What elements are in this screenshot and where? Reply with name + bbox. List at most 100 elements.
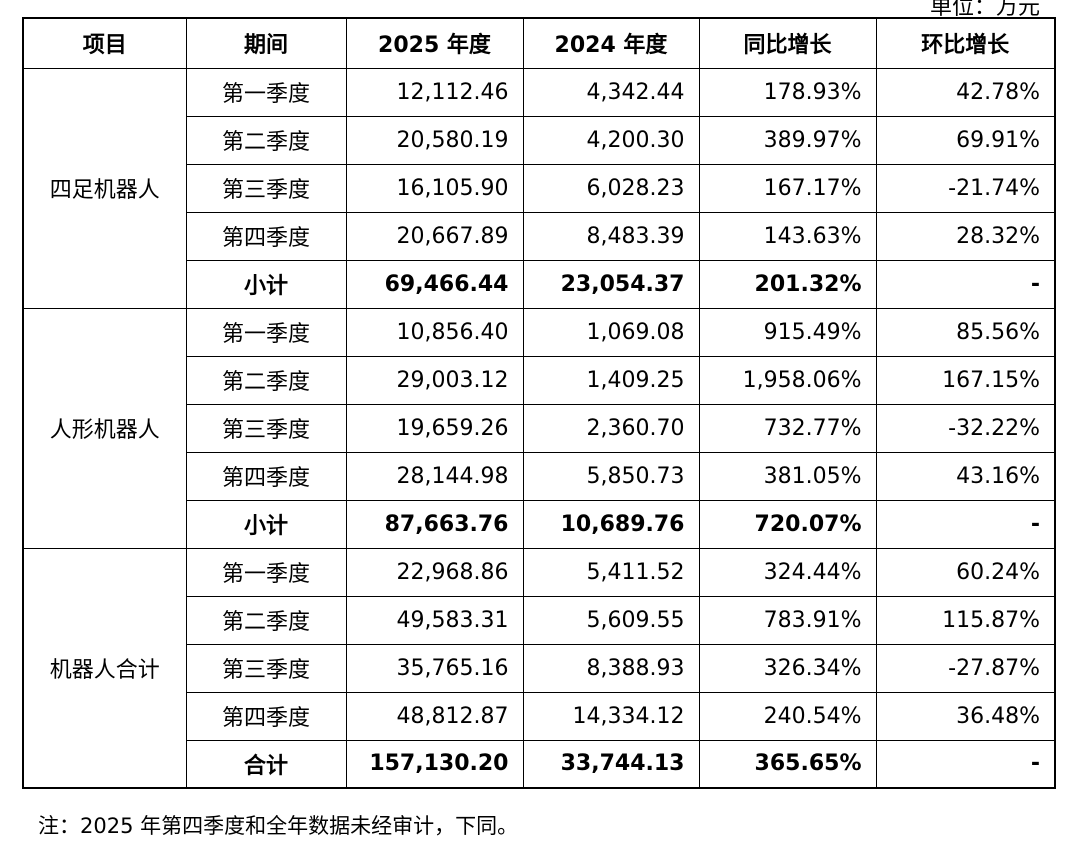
period-cell: 第三季度 [185, 403, 347, 453]
period-cell: 第四季度 [185, 211, 347, 261]
table-row: 第三季度 19,659.26 2,360.70 732.77% -32.22% [23, 403, 1056, 453]
value-cell: 5,411.52 [522, 547, 700, 597]
value-cell: 389.97% [698, 115, 877, 165]
period-cell: 第一季度 [185, 307, 347, 357]
footnote: 注：2025 年第四季度和全年数据未经审计，下同。 [38, 814, 519, 838]
value-cell: 167.15% [875, 355, 1056, 405]
period-cell: 第四季度 [185, 451, 347, 501]
value-cell: 48,812.87 [345, 691, 524, 741]
table-row: 第三季度 16,105.90 6,028.23 167.17% -21.74% [23, 163, 1056, 213]
header-cell: 同比增长 [698, 17, 877, 69]
table-row: 小计 87,663.76 10,689.76 720.07% - [23, 499, 1056, 549]
value-cell: 10,856.40 [345, 307, 524, 357]
header-cell: 项目 [22, 17, 187, 69]
value-cell: 732.77% [698, 403, 877, 453]
group-cell: 人形机器人 [22, 307, 187, 549]
value-cell: 87,663.76 [345, 499, 524, 549]
value-cell: 85.56% [875, 307, 1056, 357]
value-cell: - [875, 259, 1056, 309]
value-cell: 201.32% [698, 259, 877, 309]
value-cell: 167.17% [698, 163, 877, 213]
value-cell: 4,342.44 [522, 67, 700, 117]
group-cell: 机器人合计 [22, 547, 187, 789]
value-cell: 49,583.31 [345, 595, 524, 645]
value-cell: 28,144.98 [345, 451, 524, 501]
period-cell: 合计 [185, 739, 347, 789]
value-cell: -27.87% [875, 643, 1056, 693]
value-cell: 69.91% [875, 115, 1056, 165]
period-cell: 第二季度 [185, 355, 347, 405]
value-cell: 143.63% [698, 211, 877, 261]
value-cell: 1,069.08 [522, 307, 700, 357]
header-cell: 期间 [185, 17, 347, 69]
period-cell: 小计 [185, 499, 347, 549]
value-cell: 8,483.39 [522, 211, 700, 261]
value-cell: 43.16% [875, 451, 1056, 501]
value-cell: 115.87% [875, 595, 1056, 645]
value-cell: 23,054.37 [522, 259, 700, 309]
header-cell: 2024 年度 [522, 17, 700, 69]
value-cell: 157,130.20 [345, 739, 524, 789]
group-cell: 四足机器人 [22, 67, 187, 309]
value-cell: 8,388.93 [522, 643, 700, 693]
value-cell: 35,765.16 [345, 643, 524, 693]
period-cell: 小计 [185, 259, 347, 309]
value-cell: 240.54% [698, 691, 877, 741]
value-cell: 28.32% [875, 211, 1056, 261]
table-row: 第二季度 49,583.31 5,609.55 783.91% 115.87% [23, 595, 1056, 645]
period-cell: 第一季度 [185, 67, 347, 117]
value-cell: 16,105.90 [345, 163, 524, 213]
value-cell: 178.93% [698, 67, 877, 117]
value-cell: 29,003.12 [345, 355, 524, 405]
header-cell: 2025 年度 [345, 17, 524, 69]
period-cell: 第四季度 [185, 691, 347, 741]
value-cell: 5,609.55 [522, 595, 700, 645]
value-cell: 60.24% [875, 547, 1056, 597]
value-cell: - [875, 739, 1056, 789]
value-cell: 22,968.86 [345, 547, 524, 597]
value-cell: 6,028.23 [522, 163, 700, 213]
value-cell: 69,466.44 [345, 259, 524, 309]
table-row: 小计 69,466.44 23,054.37 201.32% - [23, 259, 1056, 309]
value-cell: 20,667.89 [345, 211, 524, 261]
value-cell: 324.44% [698, 547, 877, 597]
value-cell: 14,334.12 [522, 691, 700, 741]
value-cell: 1,958.06% [698, 355, 877, 405]
value-cell: - [875, 499, 1056, 549]
table-row: 第四季度 48,812.87 14,334.12 240.54% 36.48% [23, 691, 1056, 741]
value-cell: -21.74% [875, 163, 1056, 213]
period-cell: 第三季度 [185, 643, 347, 693]
table-row: 第二季度 29,003.12 1,409.25 1,958.06% 167.15% [23, 355, 1056, 405]
table-row: 人形机器人 第一季度 10,856.40 1,069.08 915.49% 85.56% [22, 307, 1056, 549]
value-cell: 783.91% [698, 595, 877, 645]
value-cell: 4,200.30 [522, 115, 700, 165]
data-table: 项目 期间 2025 年度 2024 年度 同比增长 环比增长 四足机器人 第一季度 12,1… [22, 17, 1056, 789]
header-cell: 环比增长 [875, 17, 1056, 69]
value-cell: 381.05% [698, 451, 877, 501]
value-cell: 20,580.19 [345, 115, 524, 165]
value-cell: 5,850.73 [522, 451, 700, 501]
table-row: 第三季度 35,765.16 8,388.93 326.34% -27.87% [23, 643, 1056, 693]
table-row: 第四季度 20,667.89 8,483.39 143.63% 28.32% [23, 211, 1056, 261]
unit-label: 单位：万元 [929, 0, 1040, 20]
header-row: 项目 期间 2025 年度 2024 年度 同比增长 环比增长 [22, 17, 1056, 69]
value-cell: 33,744.13 [522, 739, 700, 789]
value-cell: 1,409.25 [522, 355, 700, 405]
table-row: 机器人合计 第一季度 22,968.86 5,411.52 324.44% 60.24% [22, 547, 1056, 789]
value-cell: 36.48% [875, 691, 1056, 741]
period-cell: 第二季度 [185, 115, 347, 165]
period-cell: 第一季度 [185, 547, 347, 597]
table-body: 四足机器人 第一季度 12,112.46 4,342.44 178.93% 42.78% 第… [22, 67, 1056, 789]
value-cell: 915.49% [698, 307, 877, 357]
table-row: 四足机器人 第一季度 12,112.46 4,342.44 178.93% 42.78% [22, 67, 1056, 309]
value-cell: -32.22% [875, 403, 1056, 453]
period-cell: 第三季度 [185, 163, 347, 213]
period-cell: 第二季度 [185, 595, 347, 645]
table-row: 合计 157,130.20 33,744.13 365.65% - [23, 739, 1056, 789]
table-row: 第四季度 28,144.98 5,850.73 381.05% 43.16% [23, 451, 1056, 501]
value-cell: 19,659.26 [345, 403, 524, 453]
value-cell: 2,360.70 [522, 403, 700, 453]
value-cell: 720.07% [698, 499, 877, 549]
value-cell: 10,689.76 [522, 499, 700, 549]
